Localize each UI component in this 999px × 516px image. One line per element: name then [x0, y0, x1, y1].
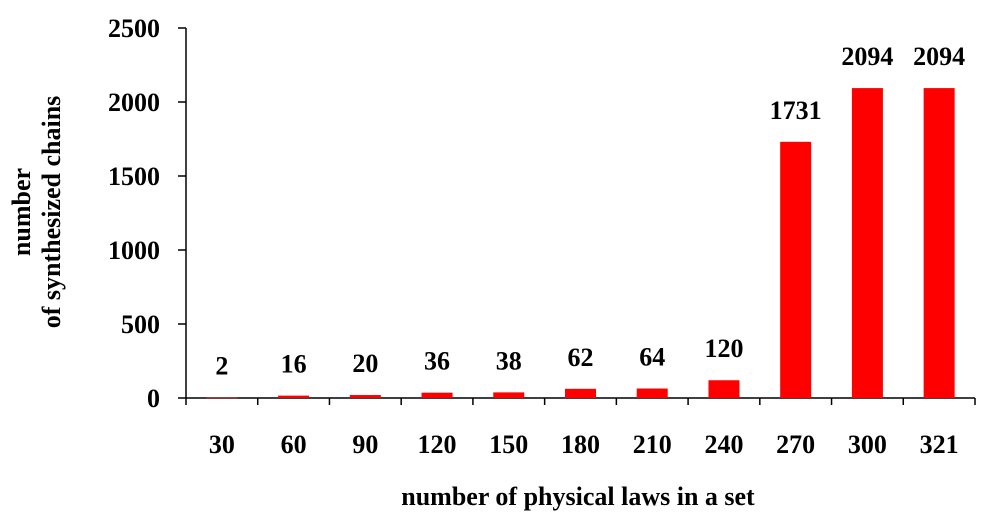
x-tick-label: 120 [418, 430, 457, 459]
bar [851, 88, 883, 398]
data-label: 36 [424, 347, 450, 376]
data-label: 2094 [841, 42, 893, 71]
y-axis-title-line-1: number [7, 168, 36, 256]
data-label: 16 [281, 350, 307, 379]
bar [493, 392, 525, 398]
data-labels: 2 16 20 36 38 62 64 120 1731 2094 2094 [215, 42, 965, 381]
x-tick-label: 240 [704, 430, 743, 459]
x-tick-label: 270 [776, 430, 815, 459]
bar [923, 88, 955, 398]
bar [206, 397, 238, 399]
y-tick-label: 500 [121, 310, 160, 339]
x-tick-label: 60 [281, 430, 307, 459]
bar [278, 395, 310, 398]
bar [349, 395, 381, 398]
y-tick-label: 2500 [108, 14, 160, 43]
y-tick-label: 0 [147, 384, 160, 413]
x-tick-label: 90 [352, 430, 378, 459]
data-label: 2 [215, 352, 228, 381]
x-tick-label: 321 [920, 430, 959, 459]
x-tick-label: 210 [633, 430, 672, 459]
x-tick-label: 300 [848, 430, 887, 459]
data-label: 64 [639, 343, 665, 372]
bar [780, 141, 812, 398]
x-tick-label: 30 [209, 430, 235, 459]
y-axis-title: number of synthesized chains [7, 96, 66, 329]
x-tick-label: 150 [489, 430, 528, 459]
y-axis-title-line-2: of synthesized chains [37, 96, 66, 329]
data-label: 38 [496, 346, 522, 375]
y-tick-label: 1500 [108, 162, 160, 191]
data-label: 120 [704, 334, 743, 363]
y-ticks: 0 500 1000 1500 2000 2500 [108, 14, 186, 413]
x-ticks: 30 60 90 120 150 180 210 240 270 300 321 [185, 398, 976, 459]
x-axis-title: number of physical laws in a set [401, 482, 755, 511]
data-label: 62 [568, 343, 594, 372]
bars [206, 88, 955, 399]
data-label: 2094 [913, 42, 965, 71]
bar [565, 388, 596, 398]
y-tick-label: 2000 [108, 88, 160, 117]
data-label: 1731 [770, 96, 822, 125]
x-tick-label: 180 [561, 430, 600, 459]
data-label: 20 [352, 349, 378, 378]
bar [636, 388, 668, 398]
bar [708, 380, 740, 398]
y-tick-label: 1000 [108, 236, 160, 265]
bar [421, 392, 453, 398]
